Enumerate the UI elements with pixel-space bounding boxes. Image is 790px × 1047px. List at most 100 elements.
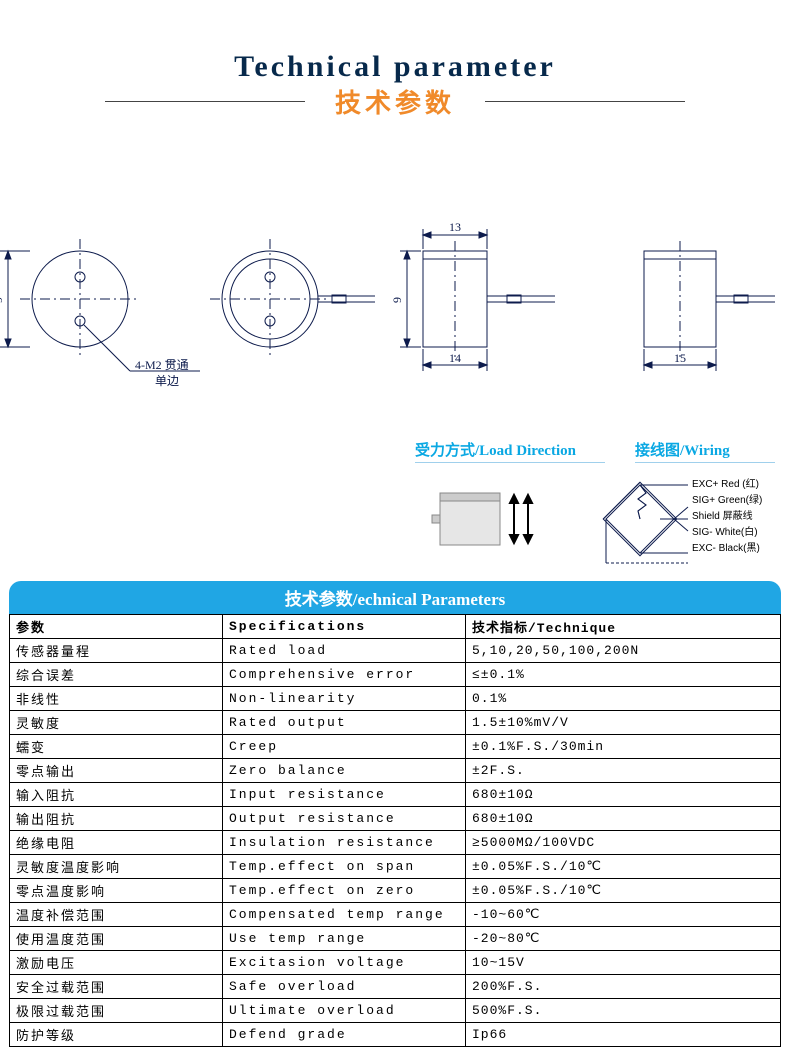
cell-spec: Non-linearity bbox=[223, 687, 466, 711]
cell-param: 零点温度影响 bbox=[10, 879, 223, 903]
cell-tech: ±0.05%F.S./10℃ bbox=[466, 879, 781, 903]
load-direction-label: 受力方式/Load Direction bbox=[415, 439, 605, 463]
cell-spec: Rated output bbox=[223, 711, 466, 735]
title-english: Technical parameter bbox=[0, 50, 790, 84]
cell-tech: ≥5000MΩ/100VDC bbox=[466, 831, 781, 855]
wiring-label: 接线图/Wiring bbox=[635, 439, 775, 463]
cell-param: 综合误差 bbox=[10, 663, 223, 687]
cell-tech: ±2F.S. bbox=[466, 759, 781, 783]
wire-4: EXC- Black(黑) bbox=[692, 542, 760, 554]
drawing-svg: 4-M2 贯通 单边 9 bbox=[0, 209, 790, 409]
th-tech: 技术指标/Technique bbox=[466, 615, 781, 639]
dim-15: 15 bbox=[674, 351, 686, 365]
cell-param: 传感器量程 bbox=[10, 639, 223, 663]
table-row: 非线性Non-linearity0.1% bbox=[10, 687, 781, 711]
table-row: 极限过载范围Ultimate overload500%F.S. bbox=[10, 999, 781, 1023]
sub-diagrams-svg: EXC+ Red (红) SIG+ Green(绿) Shield 屏蔽线 SI… bbox=[0, 469, 790, 569]
cell-param: 温度补偿范围 bbox=[10, 903, 223, 927]
cell-param: 绝缘电阻 bbox=[10, 831, 223, 855]
cell-tech: 1.5±10%mV/V bbox=[466, 711, 781, 735]
table-row: 输入阻抗Input resistance680±10Ω bbox=[10, 783, 781, 807]
table-row: 零点输出Zero balance±2F.S. bbox=[10, 759, 781, 783]
cell-spec: Input resistance bbox=[223, 783, 466, 807]
cell-spec: Zero balance bbox=[223, 759, 466, 783]
table-row: 零点温度影响Temp.effect on zero±0.05%F.S./10℃ bbox=[10, 879, 781, 903]
drawing-callout-sub: 单边 bbox=[155, 374, 179, 388]
table-row: 输出阻抗Output resistance680±10Ω bbox=[10, 807, 781, 831]
dim-height-2: 9 bbox=[390, 297, 404, 303]
cell-tech: 10~15V bbox=[466, 951, 781, 975]
table-row: 传感器量程Rated load5,10,20,50,100,200N bbox=[10, 639, 781, 663]
cell-tech: 5,10,20,50,100,200N bbox=[466, 639, 781, 663]
cell-param: 灵敏度温度影响 bbox=[10, 855, 223, 879]
cell-param: 蠕变 bbox=[10, 735, 223, 759]
th-spec: Specifications bbox=[223, 615, 466, 639]
cell-spec: Compensated temp range bbox=[223, 903, 466, 927]
table-row: 防护等级Defend gradeIp66 bbox=[10, 1023, 781, 1047]
table-row: 灵敏度温度影响Temp.effect on span±0.05%F.S./10℃ bbox=[10, 855, 781, 879]
cell-tech: ≤±0.1% bbox=[466, 663, 781, 687]
cell-tech: 200%F.S. bbox=[466, 975, 781, 999]
cell-tech: 680±10Ω bbox=[466, 807, 781, 831]
dim-14: 14 bbox=[449, 351, 461, 365]
dim-13: 13 bbox=[449, 220, 461, 234]
cell-spec: Defend grade bbox=[223, 1023, 466, 1047]
title-chinese: 技术参数 bbox=[335, 88, 455, 119]
spec-table: 参数 Specifications 技术指标/Technique 传感器量程Ra… bbox=[9, 614, 781, 1047]
cell-spec: Excitasion voltage bbox=[223, 951, 466, 975]
cell-param: 极限过载范围 bbox=[10, 999, 223, 1023]
wire-1: SIG+ Green(绿) bbox=[692, 493, 762, 506]
header-rule-left bbox=[105, 101, 305, 102]
cell-param: 灵敏度 bbox=[10, 711, 223, 735]
cell-param: 使用温度范围 bbox=[10, 927, 223, 951]
wire-3: SIG- White(白) bbox=[692, 525, 758, 538]
cell-spec: Ultimate overload bbox=[223, 999, 466, 1023]
table-row: 使用温度范围Use temp range-20~80℃ bbox=[10, 927, 781, 951]
cell-param: 安全过载范围 bbox=[10, 975, 223, 999]
cell-tech: 0.1% bbox=[466, 687, 781, 711]
cell-tech: 680±10Ω bbox=[466, 783, 781, 807]
cell-spec: Comprehensive error bbox=[223, 663, 466, 687]
table-header-row: 参数 Specifications 技术指标/Technique bbox=[10, 615, 781, 639]
wire-2: Shield 屏蔽线 bbox=[692, 509, 753, 522]
cell-spec: Insulation resistance bbox=[223, 831, 466, 855]
table-row: 温度补偿范围Compensated temp range-10~60℃ bbox=[10, 903, 781, 927]
title-box: 技术参数 bbox=[305, 84, 485, 119]
cell-tech: -20~80℃ bbox=[466, 927, 781, 951]
cell-tech: -10~60℃ bbox=[466, 903, 781, 927]
wire-0: EXC+ Red (红) bbox=[692, 477, 759, 490]
table-banner: 技术参数/echnical Parameters bbox=[9, 581, 781, 614]
cell-param: 非线性 bbox=[10, 687, 223, 711]
cell-spec: Temp.effect on zero bbox=[223, 879, 466, 903]
table-row: 综合误差Comprehensive error≤±0.1% bbox=[10, 663, 781, 687]
cell-param: 防护等级 bbox=[10, 1023, 223, 1047]
dim-height-1: 9 bbox=[0, 297, 5, 303]
th-param: 参数 bbox=[10, 615, 223, 639]
cell-spec: Temp.effect on span bbox=[223, 855, 466, 879]
table-row: 灵敏度Rated output1.5±10%mV/V bbox=[10, 711, 781, 735]
cell-param: 激励电压 bbox=[10, 951, 223, 975]
cell-tech: ±0.1%F.S./30min bbox=[466, 735, 781, 759]
cell-spec: Output resistance bbox=[223, 807, 466, 831]
cell-spec: Rated load bbox=[223, 639, 466, 663]
header-rule-right bbox=[485, 101, 685, 102]
cell-spec: Safe overload bbox=[223, 975, 466, 999]
sub-labels-row: 受力方式/Load Direction 接线图/Wiring bbox=[0, 439, 790, 463]
title-row: 技术参数 bbox=[0, 84, 790, 119]
technical-drawing: 4-M2 贯通 单边 9 bbox=[0, 209, 790, 409]
cell-spec: Use temp range bbox=[223, 927, 466, 951]
cell-tech: 500%F.S. bbox=[466, 999, 781, 1023]
table-row: 激励电压Excitasion voltage10~15V bbox=[10, 951, 781, 975]
sub-diagrams: EXC+ Red (红) SIG+ Green(绿) Shield 屏蔽线 SI… bbox=[0, 469, 790, 569]
drawing-callout: 4-M2 贯通 bbox=[135, 358, 189, 372]
cell-spec: Creep bbox=[223, 735, 466, 759]
cell-param: 输入阻抗 bbox=[10, 783, 223, 807]
cell-param: 输出阻抗 bbox=[10, 807, 223, 831]
cell-tech: ±0.05%F.S./10℃ bbox=[466, 855, 781, 879]
table-row: 绝缘电阻Insulation resistance≥5000MΩ/100VDC bbox=[10, 831, 781, 855]
table-row: 安全过载范围Safe overload200%F.S. bbox=[10, 975, 781, 999]
table-row: 蠕变Creep±0.1%F.S./30min bbox=[10, 735, 781, 759]
cell-param: 零点输出 bbox=[10, 759, 223, 783]
cell-tech: Ip66 bbox=[466, 1023, 781, 1047]
page-header: Technical parameter 技术参数 bbox=[0, 0, 790, 139]
